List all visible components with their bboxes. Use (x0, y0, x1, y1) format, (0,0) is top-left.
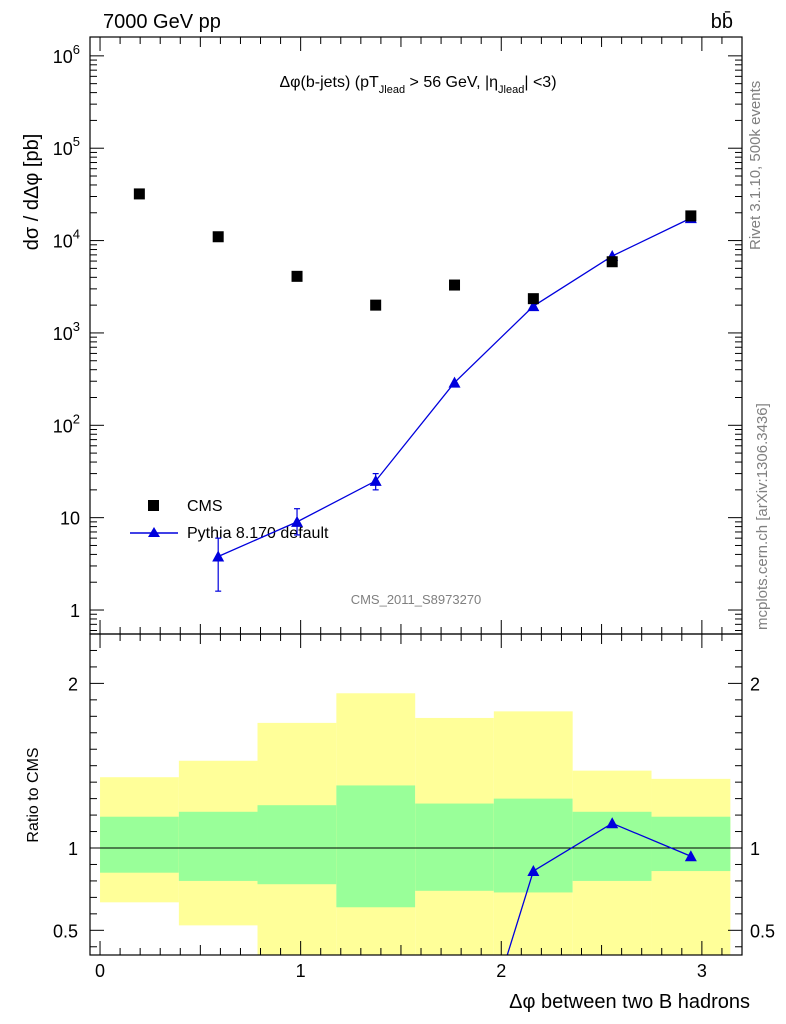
cms-data-point (212, 231, 224, 243)
uncertainty-band-inner (178, 811, 258, 881)
cms-data-point (449, 279, 461, 291)
y-tick-label: 103 (53, 319, 80, 344)
x-tick-label: 2 (496, 961, 506, 981)
ratio-panel: 0.5 0.5 1 1 2 2 0 1 2 3 (53, 36, 775, 981)
uncertainty-band-inner (493, 798, 573, 893)
y-tick-label: 102 (53, 411, 80, 436)
uncertainty-band-inner (257, 805, 337, 885)
ratio-plot-frame (89, 633, 743, 956)
x-tick-label: 3 (697, 961, 707, 981)
y-tick-label: 1 (70, 601, 80, 621)
legend: CMS Pythia 8.170 default (130, 498, 329, 542)
ratio-y-axis-label: Ratio to CMS (25, 747, 42, 842)
rivet-label: Rivet 3.1.10, 500k events (747, 81, 764, 250)
ratio-y-tick-label-right: 1 (750, 839, 760, 859)
ratio-y-tick-label-right: 0.5 (750, 921, 775, 941)
cms-data-point (685, 210, 697, 222)
ratio-pythia-point (527, 865, 540, 877)
ratio-y-tick-label: 0.5 (53, 921, 78, 941)
y-tick-label: 105 (53, 134, 80, 159)
mcplots-label: mcplots.cern.ch [arXiv:1306.3436] (754, 403, 771, 630)
header-energy: 7000 GeV pp (103, 11, 221, 33)
cms-data-point (291, 270, 303, 282)
ratio-pythia-line (506, 822, 692, 956)
ratio-pythia-point (684, 850, 697, 862)
y-tick-label: 106 (53, 42, 80, 67)
ratio-y-tick-label-right: 2 (750, 674, 760, 694)
ratio-pythia-point (606, 817, 619, 829)
pythia-point (448, 376, 461, 388)
analysis-watermark: CMS_2011_S8973270 (351, 592, 482, 607)
main-plot-frame (89, 36, 743, 635)
ratio-y-tick-label: 1 (68, 839, 78, 859)
main-panel: 1 10 102 103 104 105 106 (53, 42, 742, 632)
uncertainty-band-inner (336, 785, 416, 908)
uncertainty-band-inner (651, 816, 731, 872)
pythia-point (212, 550, 225, 562)
cms-data-point (370, 299, 382, 311)
plot-title: Δφ(b-jets) (pTJlead > 56 GeV, |ηJlead| <… (279, 74, 556, 96)
legend-marker-mc (148, 527, 160, 537)
legend-marker-cms (148, 500, 159, 511)
pythia-point (291, 515, 304, 527)
cms-data-point (606, 256, 618, 268)
ratio-y-tick-label: 2 (68, 674, 78, 694)
header-process: bb̄ (711, 10, 733, 33)
legend-label-mc: Pythia 8.170 default (187, 525, 329, 542)
legend-label-cms: CMS (187, 498, 223, 515)
cms-data-point (133, 188, 145, 200)
pythia-point (527, 300, 540, 312)
x-tick-label: 0 (95, 961, 105, 981)
x-axis-label: Δφ between two B hadrons (509, 991, 750, 1013)
pythia-point (369, 474, 382, 486)
cms-data-point (527, 293, 539, 305)
y-tick-label: 104 (53, 227, 80, 252)
uncertainty-band-inner (100, 816, 179, 873)
main-y-axis-label: dσ / dΔφ [pb] (21, 134, 43, 251)
y-tick-label: 10 (60, 509, 80, 529)
x-tick-label: 1 (296, 961, 306, 981)
uncertainty-band-inner (415, 803, 494, 891)
